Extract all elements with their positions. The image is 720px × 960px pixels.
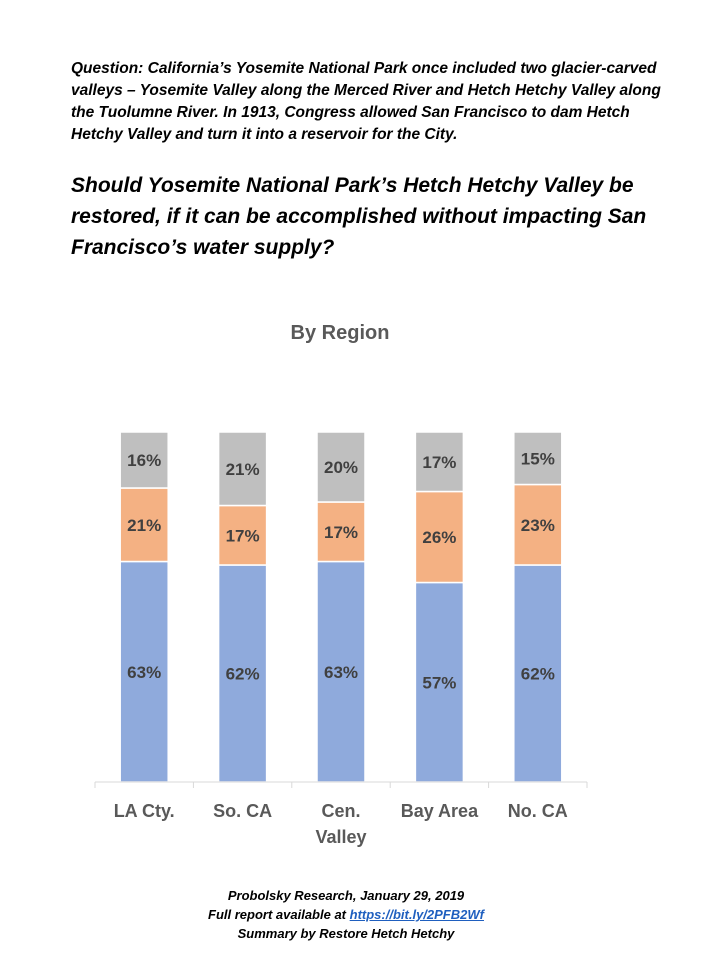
bar-segment <box>414 490 465 584</box>
data-label: 17% <box>324 523 358 542</box>
bar-segment <box>217 431 268 507</box>
category-labels-group: LA Cty. So. CA Cen. Valley Bay Area No. CA <box>114 801 568 847</box>
bar-segment <box>316 560 366 783</box>
category-label: Valley <box>315 827 366 847</box>
survey-question-headline: Should Yosemite National Park’s Hetch He… <box>71 174 647 259</box>
data-label: 21% <box>226 460 260 479</box>
category-label: Cen. <box>321 801 360 821</box>
bar-segment <box>513 564 563 783</box>
data-label: 15% <box>521 449 555 468</box>
bars-group <box>119 431 563 783</box>
report-link[interactable]: https://bit.ly/2PFB2Wf <box>349 907 484 922</box>
question-text: Question: California’s Yosemite National… <box>71 60 661 143</box>
footer-summary: Summary by Restore Hetch Hetchy <box>237 926 455 941</box>
bar-segment <box>217 504 268 566</box>
bar-segment <box>316 501 366 563</box>
x-axis-ticks <box>94 782 588 788</box>
category-label: No. CA <box>508 801 568 821</box>
bar-segment <box>316 431 366 503</box>
category-label: Bay Area <box>401 801 479 821</box>
data-label: 16% <box>127 451 161 470</box>
bar-segment <box>513 483 563 566</box>
bar-segment <box>119 431 169 489</box>
data-label: 20% <box>324 458 358 477</box>
bar-segment <box>513 431 563 486</box>
footer-source: Probolsky Research, January 29, 2019 <box>227 888 465 903</box>
footer-report-prefix: Full report available at <box>208 907 347 922</box>
footer-report-line: Full report available at https://bit.ly/… <box>0 905 692 924</box>
data-label: 62% <box>226 665 260 684</box>
bar-segment <box>414 431 465 493</box>
category-label: LA Cty. <box>114 801 175 821</box>
data-label: 63% <box>127 663 161 682</box>
data-label: 21% <box>127 516 161 535</box>
data-label: 62% <box>521 665 555 684</box>
data-labels-group: 63% 21% 16% 62% 17% 21% 63% 17% 20% 57% 26% 17% 62% 2… <box>127 449 555 692</box>
chart-title: By Region <box>290 322 390 344</box>
data-label: 17% <box>422 453 456 472</box>
data-label: 17% <box>226 526 260 545</box>
data-label: 26% <box>422 528 456 547</box>
category-label: So. CA <box>213 801 272 821</box>
data-label: 23% <box>521 516 555 535</box>
data-label: 57% <box>422 673 456 692</box>
data-label: 63% <box>324 663 358 682</box>
footer: Probolsky Research, January 29, 2019 Ful… <box>0 886 692 943</box>
